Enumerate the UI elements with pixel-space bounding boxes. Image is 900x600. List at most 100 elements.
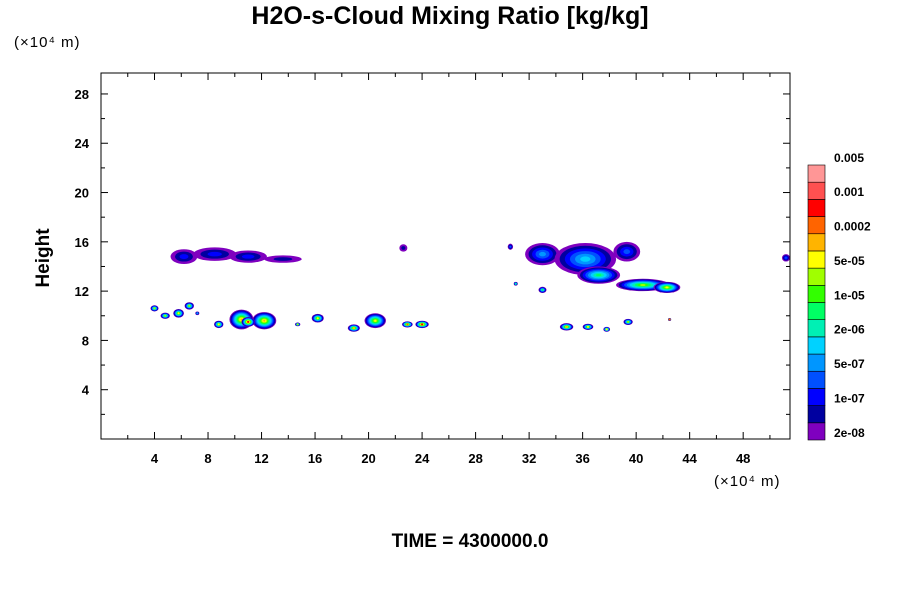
cloud-region xyxy=(507,243,514,250)
x-tick-label: 32 xyxy=(522,451,536,466)
cloud-region-level xyxy=(153,307,156,310)
cloud-region xyxy=(559,323,574,331)
colorbar-swatch xyxy=(807,233,826,252)
x-tick-label: 40 xyxy=(629,451,643,466)
colorbar-swatch xyxy=(807,216,826,235)
cloud-region xyxy=(603,326,611,332)
cloud-region-level xyxy=(565,325,568,328)
cloud-region xyxy=(170,249,198,265)
cloud-region xyxy=(653,281,681,293)
cloud-region-level xyxy=(352,327,355,330)
cloud-regions xyxy=(150,241,790,332)
cloud-region-level xyxy=(541,288,544,291)
cloud-region xyxy=(613,241,641,262)
time-label: TIME = 4300000.0 xyxy=(391,531,549,552)
colorbar-swatch xyxy=(807,336,826,355)
cloud-region-level xyxy=(374,319,377,322)
cloud-region-level xyxy=(401,246,406,250)
cloud-region xyxy=(525,243,560,266)
cloud-region xyxy=(264,255,302,263)
colorbar-swatch xyxy=(807,302,826,320)
x-axis-unit: (×10⁴ m) xyxy=(714,473,781,490)
colorbar-swatch xyxy=(807,250,826,269)
colorbar-label: 5e-05 xyxy=(834,254,865,268)
cloud-region-level xyxy=(605,328,608,331)
colorbar-swatch xyxy=(807,267,826,286)
cloud-region xyxy=(538,286,547,293)
cloud-region xyxy=(214,320,224,329)
cloud-region xyxy=(513,281,518,286)
cloud-region-level xyxy=(207,251,222,257)
cloud-region xyxy=(399,244,408,252)
cloud-region-level xyxy=(514,282,517,285)
y-tick-label: 16 xyxy=(75,235,89,250)
colorbar-label: 0.001 xyxy=(834,185,864,199)
cloud-region-level xyxy=(240,318,243,321)
x-tick-label: 16 xyxy=(308,451,322,466)
y-tick-label: 28 xyxy=(75,87,89,102)
colorbar-label: 5e-07 xyxy=(834,357,865,371)
x-tick-label: 36 xyxy=(575,451,589,466)
cloud-region-level xyxy=(421,323,424,326)
x-tick-label: 24 xyxy=(415,451,430,466)
y-axis-label: Height xyxy=(33,228,54,288)
cloud-region-level xyxy=(665,286,669,289)
cloud-region-level xyxy=(263,319,266,322)
colorbar-swatch xyxy=(807,164,826,183)
colorbar-label: 1e-05 xyxy=(834,288,865,302)
cloud-region xyxy=(781,254,790,262)
cloud-region xyxy=(294,322,301,327)
cloud-region-level xyxy=(640,283,646,286)
cloud-region-level xyxy=(627,320,630,323)
cloud-region xyxy=(347,324,360,332)
x-tick-label: 28 xyxy=(468,451,482,466)
cloud-region-level xyxy=(188,304,191,307)
cloud-region-level xyxy=(623,249,631,255)
cloud-region xyxy=(184,302,194,310)
colorbar-swatch xyxy=(807,285,826,303)
cloud-region xyxy=(623,318,633,326)
cloud-region-level xyxy=(273,257,293,261)
colorbar-swatch xyxy=(807,422,826,441)
cloud-region xyxy=(195,311,200,316)
colorbar-label: 2e-06 xyxy=(834,323,865,337)
colorbar-swatch xyxy=(807,319,826,338)
cloud-region-level xyxy=(164,314,167,317)
colorbar-swatch xyxy=(807,370,826,389)
cloud-region xyxy=(577,266,621,284)
cloud-region-level xyxy=(580,256,591,262)
cloud-region-level xyxy=(296,323,299,326)
axis-ticks xyxy=(101,73,790,439)
colorbar-label: 2e-08 xyxy=(834,426,865,440)
cloud-region xyxy=(241,317,255,327)
cloud-region-level xyxy=(784,256,787,259)
cloud-region-level xyxy=(509,245,512,248)
cloud-region-level xyxy=(668,318,671,321)
colorbar-swatch xyxy=(807,199,826,217)
y-tick-label: 24 xyxy=(75,136,90,151)
cloud-region-level xyxy=(179,254,189,260)
x-tick-label: 12 xyxy=(254,451,268,466)
x-tick-label: 20 xyxy=(361,451,375,466)
cloud-region-level xyxy=(217,323,220,326)
cloud-region xyxy=(311,313,324,323)
cloud-region xyxy=(252,312,277,330)
cloud-region-level xyxy=(586,325,589,328)
colorbar-swatch xyxy=(807,388,826,406)
x-tick-label: 48 xyxy=(736,451,750,466)
y-axis-unit: (×10⁴ m) xyxy=(14,34,81,51)
cloud-region-level xyxy=(539,251,546,257)
colorbar-label: 0.005 xyxy=(834,151,864,165)
colorbar-swatch xyxy=(807,353,826,372)
y-tick-label: 12 xyxy=(75,284,89,299)
cloud-region xyxy=(402,321,413,328)
cloud-region-level xyxy=(241,254,255,259)
cloud-region xyxy=(582,323,594,330)
colorbar-swatch xyxy=(807,181,826,200)
cloud-region xyxy=(229,250,267,263)
cloud-region xyxy=(173,308,184,318)
colorbar-label: 0.0002 xyxy=(834,220,871,234)
cloud-region xyxy=(554,243,617,276)
